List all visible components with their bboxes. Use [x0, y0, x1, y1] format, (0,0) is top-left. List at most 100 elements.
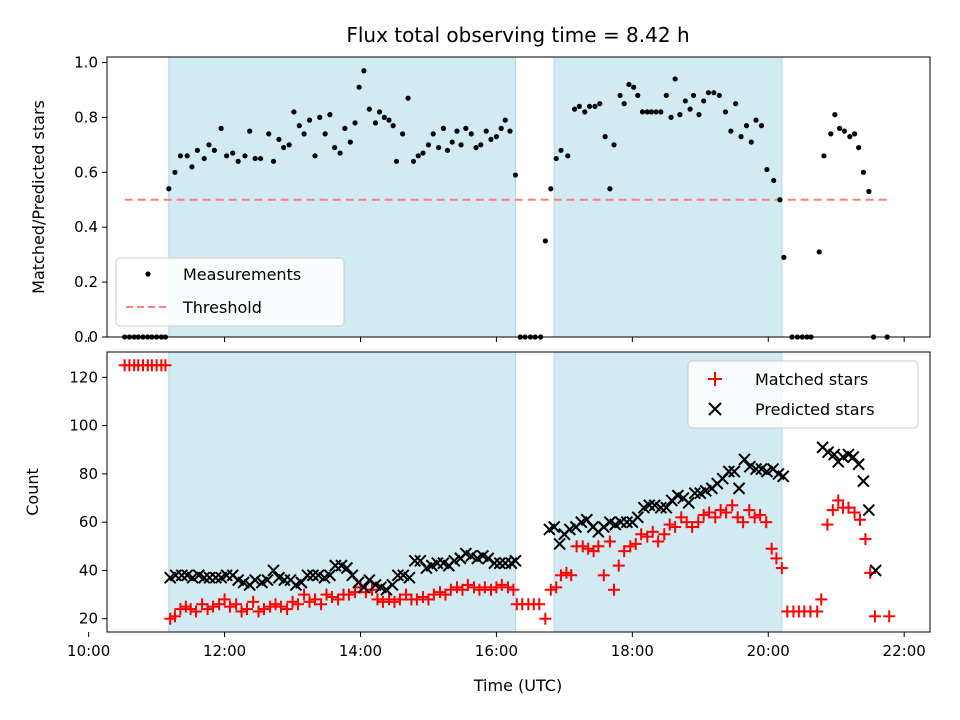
matched-star-point-26 [252, 605, 265, 618]
matched-star-point-106 [697, 508, 710, 521]
bottom-y-tick-label: 20 [79, 610, 98, 628]
matched-star-point-133 [848, 506, 861, 519]
predicted-star-point-97 [738, 453, 751, 466]
matched-star-point-82 [565, 569, 578, 582]
matched-star-point-42 [342, 588, 355, 601]
measurement-point-36 [312, 153, 318, 159]
predicted-star-stroke-b [493, 556, 507, 570]
predicted-star-stroke-b [301, 569, 314, 582]
predicted-star-stroke-b [821, 445, 835, 459]
measurement-point-14 [189, 164, 195, 170]
legend-predicted-label: Predicted stars [755, 400, 875, 419]
predicted-star-stroke-b [722, 465, 736, 478]
measurement-point-109 [672, 76, 678, 82]
matched-star-point-71 [507, 583, 520, 596]
top-y-ticks: 0.0 0.2 0.4 0.6 0.8 1.0 [74, 53, 107, 346]
measurement-point-137 [821, 153, 827, 159]
predicted-star-point-42 [403, 571, 416, 584]
predicted-star-stroke-b [688, 486, 702, 500]
predicted-star-stroke-b [312, 569, 325, 582]
predicted-star-stroke-b [261, 573, 274, 587]
matched-star-point-80 [554, 569, 567, 582]
matched-star-point-88 [597, 569, 610, 582]
measurement-point-34 [301, 131, 307, 137]
predicted-star-stroke-b [509, 554, 522, 568]
matched-star-point-128 [821, 518, 834, 531]
measurement-point-108 [668, 114, 674, 120]
measurement-point-136 [816, 249, 822, 255]
predicted-star-point-63 [547, 520, 561, 534]
measurement-point-15 [194, 147, 200, 153]
measurement-point-102 [639, 109, 646, 115]
matched-star-point-15 [190, 605, 203, 618]
predicted-star-point-25 [306, 569, 320, 582]
matched-star-point-27 [257, 603, 270, 616]
bottom-y-tick-label: 40 [79, 561, 98, 579]
measurement-point-38 [322, 131, 328, 137]
bottom-y-ticks: 20 40 60 80 100 120 [69, 368, 107, 628]
measurement-point-19 [218, 125, 224, 131]
matched-star-point-132 [842, 501, 855, 514]
measurement-point-146 [866, 188, 872, 195]
predicted-star-point-78 [631, 511, 644, 524]
predicted-star-stroke-b [553, 537, 566, 551]
matched-star-point-114 [743, 504, 756, 517]
predicted-star-point-107 [827, 448, 841, 461]
predicted-star-stroke-b [237, 576, 250, 589]
predicted-star-stroke-b [682, 496, 695, 510]
matched-star-point-117 [760, 516, 773, 529]
matched-star-point-23 [235, 605, 248, 618]
matched-star-point-92 [618, 545, 631, 558]
matched-star-point-68 [490, 581, 503, 594]
measurement-point-144 [856, 144, 862, 151]
predicted-star-point-17 [261, 573, 274, 587]
x-tick-label: 10:00 [67, 642, 110, 660]
measurement-point-142 [847, 134, 853, 140]
measurement-point-20 [224, 153, 230, 159]
top-shaded-interval-1 [553, 56, 783, 338]
x-tick-label: 20:00 [747, 642, 790, 660]
matched-star-point-12 [174, 603, 187, 616]
measurement-point-18 [211, 147, 217, 153]
measurement-point-65 [454, 128, 460, 134]
x-tick-label: 16:00 [475, 642, 518, 660]
matched-star-point-70 [501, 581, 514, 594]
predicted-star-stroke-b [580, 513, 594, 526]
predicted-star-stroke-b [403, 571, 416, 584]
predicted-star-stroke-b [660, 501, 673, 514]
matched-star-point-87 [592, 540, 605, 553]
matched-star-point-37 [315, 598, 328, 611]
measurement-point-45 [356, 84, 362, 90]
measurement-point-104 [648, 109, 654, 115]
predicted-star-stroke-b [643, 499, 656, 512]
top-y-tick-label: 1.0 [74, 53, 98, 71]
predicted-star-stroke-b [414, 554, 427, 568]
matched-star-point-127 [815, 593, 828, 606]
matched-star-point-64 [467, 581, 480, 594]
measurement-point-49 [376, 109, 383, 115]
measurement-point-29 [276, 136, 282, 142]
matched-star-point-79 [550, 581, 563, 594]
matched-star-point-36 [308, 593, 321, 606]
measurement-point-67 [463, 125, 469, 131]
measurement-point-51 [386, 117, 392, 123]
matched-star-point-33 [291, 598, 304, 611]
matched-star-point-98 [652, 535, 665, 548]
measurement-point-26 [257, 155, 264, 162]
predicted-star-point-8 [209, 571, 222, 584]
matched-star-point-50 [388, 595, 401, 608]
predicted-star-stroke-b [306, 569, 320, 582]
measurement-point-140 [837, 125, 843, 131]
predicted-star-stroke-b [386, 578, 399, 592]
measurement-point-11 [172, 169, 178, 175]
measurement-point-130 [781, 254, 787, 260]
predicted-star-point-39 [386, 578, 399, 592]
measurement-point-69 [473, 144, 479, 151]
measurement-point-53 [393, 158, 400, 164]
predicted-star-stroke-b [869, 564, 882, 577]
measurement-point-93 [597, 101, 603, 107]
predicted-star-stroke-b [772, 467, 785, 481]
measurement-point-56 [410, 158, 417, 164]
measurement-point-37 [317, 114, 323, 120]
matched-star-point-63 [461, 578, 474, 591]
